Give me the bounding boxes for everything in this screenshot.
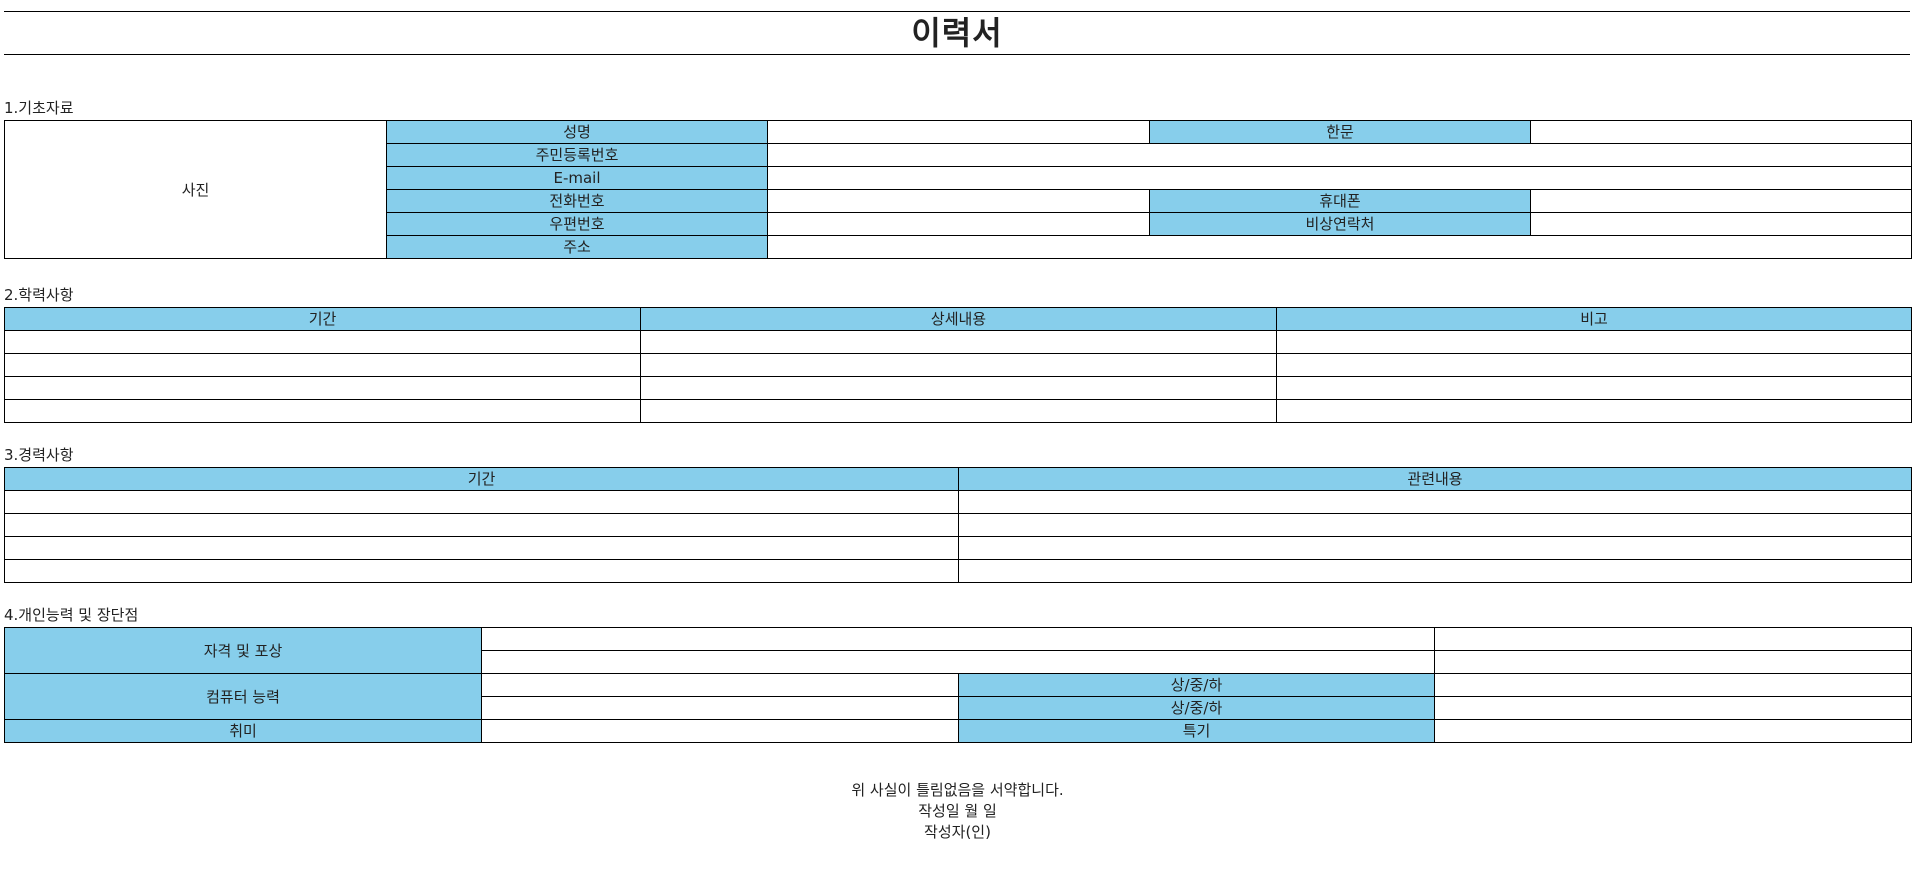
emergency-field[interactable] — [1530, 212, 1912, 236]
education-cell[interactable] — [4, 353, 641, 377]
emergency-label: 비상연락처 — [1149, 212, 1531, 236]
education-header-period: 기간 — [4, 307, 641, 331]
section-career-label: 3.경력사항 — [4, 446, 74, 464]
education-cell[interactable] — [1276, 330, 1912, 354]
table-row — [4, 330, 1912, 354]
education-cell[interactable] — [640, 399, 1277, 423]
career-cell[interactable] — [958, 559, 1912, 583]
career-table: 기간 관련내용 — [4, 467, 1912, 583]
education-cell[interactable] — [4, 399, 641, 423]
table-row — [4, 376, 1912, 400]
career-cell[interactable] — [4, 490, 959, 514]
basic-info-table: 사진 성명 한문 주민등록번호 E-mail 전화번호 휴대폰 우편번호 비상연… — [4, 120, 1912, 259]
career-cell[interactable] — [958, 513, 1912, 537]
education-cell[interactable] — [1276, 376, 1912, 400]
hobby-label: 취미 — [4, 719, 482, 743]
hobby-field[interactable] — [481, 719, 959, 743]
section-basic-label: 1.기초자료 — [4, 99, 74, 117]
education-cell[interactable] — [4, 376, 641, 400]
cert-label: 자격 및 포상 — [4, 627, 482, 674]
phone-field[interactable] — [767, 189, 1150, 213]
computer-label: 컴퓨터 능력 — [4, 673, 482, 720]
section-ability-label: 4.개인능력 및 장단점 — [4, 606, 139, 624]
education-cell[interactable] — [640, 353, 1277, 377]
career-header-period: 기간 — [4, 467, 959, 491]
hanja-label: 한문 — [1149, 120, 1531, 144]
name-field[interactable] — [767, 120, 1150, 144]
address-label: 주소 — [386, 235, 768, 259]
address-field[interactable] — [767, 235, 1912, 259]
career-cell[interactable] — [958, 536, 1912, 560]
career-cell[interactable] — [958, 490, 1912, 514]
pledge-text: 위 사실이 틀림없음을 서약합니다. — [851, 781, 1064, 799]
computer-skill-field[interactable] — [481, 696, 959, 720]
rrn-field[interactable] — [767, 143, 1912, 167]
level-label: 상/중/하 — [958, 696, 1435, 720]
cert-note-field[interactable] — [1434, 650, 1912, 674]
level-field[interactable] — [1434, 696, 1912, 720]
table-row — [4, 536, 1912, 560]
career-cell[interactable] — [4, 513, 959, 537]
education-cell[interactable] — [640, 330, 1277, 354]
cert-field[interactable] — [481, 650, 1435, 674]
education-cell[interactable] — [1276, 353, 1912, 377]
page-title: 이력서 — [4, 11, 1910, 55]
cert-field[interactable] — [481, 627, 1435, 651]
date-line: 작성일 월 일 — [918, 802, 997, 820]
education-cell[interactable] — [1276, 399, 1912, 423]
phone-label: 전화번호 — [386, 189, 768, 213]
rrn-label: 주민등록번호 — [386, 143, 768, 167]
table-row — [4, 559, 1912, 583]
table-row — [4, 513, 1912, 537]
computer-skill-field[interactable] — [481, 673, 959, 697]
table-row — [4, 353, 1912, 377]
career-header-detail: 관련내용 — [958, 467, 1912, 491]
email-label: E-mail — [386, 166, 768, 190]
mobile-field[interactable] — [1530, 189, 1912, 213]
education-table: 기간 상세내용 비고 — [4, 307, 1912, 423]
level-label: 상/중/하 — [958, 673, 1435, 697]
education-cell[interactable] — [4, 330, 641, 354]
zip-label: 우편번호 — [386, 212, 768, 236]
hanja-field[interactable] — [1530, 120, 1912, 144]
table-row — [4, 399, 1912, 423]
table-row — [4, 490, 1912, 514]
specialty-label: 특기 — [958, 719, 1435, 743]
photo-cell[interactable]: 사진 — [4, 120, 387, 259]
career-cell[interactable] — [4, 536, 959, 560]
education-cell[interactable] — [640, 376, 1277, 400]
email-field[interactable] — [767, 166, 1912, 190]
signature-block: 위 사실이 틀림없음을 서약합니다. 작성일 월 일 작성자(인) — [0, 780, 1915, 843]
career-cell[interactable] — [4, 559, 959, 583]
zip-field[interactable] — [767, 212, 1150, 236]
writer-line: 작성자(인) — [924, 823, 991, 841]
ability-table: 자격 및 포상 컴퓨터 능력 상/중/하 상/중/하 취미 특기 — [4, 627, 1912, 743]
education-header-note: 비고 — [1276, 307, 1912, 331]
section-education-label: 2.학력사항 — [4, 286, 74, 304]
specialty-field[interactable] — [1434, 719, 1912, 743]
mobile-label: 휴대폰 — [1149, 189, 1531, 213]
cert-note-field[interactable] — [1434, 627, 1912, 651]
level-field[interactable] — [1434, 673, 1912, 697]
education-header-detail: 상세내용 — [640, 307, 1277, 331]
name-label: 성명 — [386, 120, 768, 144]
